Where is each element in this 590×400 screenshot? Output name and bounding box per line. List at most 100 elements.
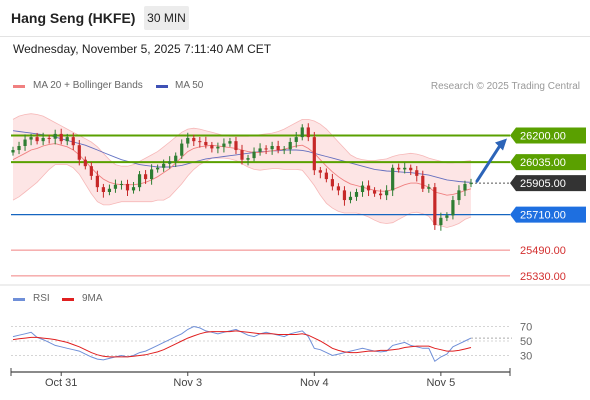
candle-body [107,188,112,192]
candle-body [385,190,389,196]
candle [125,179,130,197]
candle-body [192,137,196,142]
candle-body [354,192,359,197]
candle-body [83,159,87,167]
candle-body [360,185,365,192]
candle [330,173,334,191]
candle [35,132,39,145]
candle-body [403,167,407,170]
candle-body [324,172,328,180]
candle [59,128,63,145]
rsi-layer: 70 50 30 [0,284,590,363]
candle [463,180,467,197]
candlestick-layer [11,123,473,231]
candle-body [433,187,437,226]
candle [409,164,413,176]
candle-body [318,170,322,173]
candle-body [125,183,130,191]
candle [294,131,298,148]
candle-body [234,141,238,151]
chart-header: Hang Seng (HKFE) 30 MIN [0,0,590,37]
candle-body [53,133,57,139]
legend-swatch-ma20 [13,85,25,88]
target-arrow-head [495,138,507,151]
candle [137,171,142,192]
candle-body [270,146,274,150]
candle [427,183,431,193]
candle [451,195,455,220]
rsi-line [12,325,472,363]
datetime-label: Wednesday, November 5, 2025 7:11:40 AM C… [13,42,272,56]
candle-body [445,215,449,218]
candle-body [300,127,304,138]
candle [89,161,93,180]
candle [342,186,347,206]
candle-body [119,183,124,185]
candle [174,152,178,167]
support-label-text: 25330.00 [520,271,566,283]
candle [252,147,256,162]
candle [360,181,365,197]
candle-body [415,170,419,176]
candle [11,146,15,156]
candle [306,123,310,142]
last-price-label: 25905.00 [510,175,586,192]
candle-body [180,143,184,156]
candle [385,185,389,201]
candle [131,181,136,194]
candle-body [143,174,148,180]
rsi-tick-label: 70 [520,322,532,334]
candle-body [397,167,401,170]
candle [246,154,250,166]
candle [415,166,419,182]
candle-body [222,143,226,147]
pivot-label-text: 25710.00 [520,210,566,222]
candle-body [348,196,353,201]
resistance-label: 26035.00 [510,154,586,171]
timeframe-badge[interactable]: 30 MIN [144,6,189,30]
candle [336,183,341,196]
candle-body [11,150,15,153]
candle [300,124,304,141]
candle-body [228,141,232,144]
candle-body [210,145,214,149]
candle [17,141,21,155]
candle [366,180,371,197]
price-label-layer: 26200.00 26035.00 25710.00 25490.00 25330.00… [510,127,586,283]
candle-body [89,166,93,176]
candle [180,139,184,159]
candle-body [101,187,105,192]
candle-body [47,137,51,139]
candle-body [276,146,280,151]
candle [168,156,172,169]
candle [113,179,118,193]
candle-body [391,167,395,191]
resistance-label-bg [510,127,586,144]
candle-body [240,150,244,160]
candle-body [258,148,262,152]
support-label: 25330.00 [520,271,566,283]
candle-body [71,137,75,146]
candle [222,138,226,153]
candle-body [372,190,377,194]
candle-body [186,137,190,144]
candle [457,185,461,205]
candle-body [41,137,45,142]
candle [240,144,244,165]
candle [150,164,154,185]
legend-ma20: MA 20 + Bollinger Bands [33,80,143,91]
rsi-tick-label: 50 [520,336,532,348]
candle-body [17,146,21,151]
candle [324,168,328,183]
candle-body [95,175,99,188]
candle [186,132,190,148]
instrument-title: Hang Seng (HKFE) [11,10,136,26]
candle-body [427,187,431,189]
candle [53,129,57,145]
candle [71,132,75,151]
candle-body [421,175,425,189]
legend-9ma: 9MA [82,293,103,304]
candle-body [174,155,178,162]
level-lines-layer [11,134,512,277]
